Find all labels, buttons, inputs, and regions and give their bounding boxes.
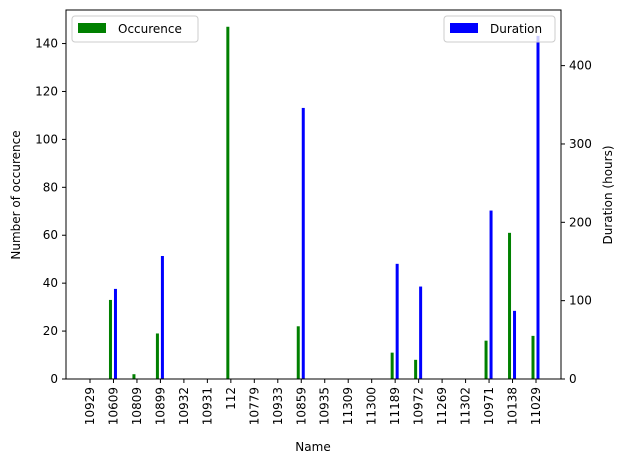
x-tick-label: 10609 (106, 387, 120, 425)
x-tick-label: 11029 (529, 387, 543, 425)
bar-duration-10138 (513, 310, 517, 379)
legend-duration: Duration (443, 15, 556, 43)
y-ticks-right: 0 100 200 300 400 (561, 59, 592, 386)
x-tick-label: 11300 (365, 387, 379, 425)
bar-occurence-10971 (484, 340, 488, 379)
bar-occurence-10609 (108, 299, 112, 379)
y-left-tick-label: 40 (43, 276, 58, 290)
bar-occurence-10809 (132, 374, 136, 379)
y-left-tick-label: 100 (35, 132, 58, 146)
y-right-tick-label: 100 (569, 294, 592, 308)
bars-layer (108, 26, 540, 380)
bar-occurence-10899 (155, 333, 159, 379)
bar-duration-10899 (160, 256, 164, 379)
bar-duration-10971 (489, 210, 493, 379)
bar-occurence-10972 (414, 359, 418, 379)
legend-occurence-frame (71, 15, 199, 43)
x-axis-label: Name (295, 440, 330, 454)
legend-occurence: Occurence (71, 15, 199, 43)
y-left-tick-label: 20 (43, 324, 58, 338)
bar-duration-11189 (395, 263, 399, 379)
x-tick-label: 10779 (247, 387, 261, 425)
bar-duration-10609 (113, 288, 117, 379)
legend-occurence-label: Occurence (118, 22, 182, 36)
x-tick-label: 10931 (200, 387, 214, 425)
bar-occurence-10859 (296, 326, 300, 379)
x-tick-label: 10138 (506, 387, 520, 425)
y-ticks-left: 0 20 40 60 80 100 120 140 (35, 37, 66, 386)
y-left-tick-label: 0 (50, 372, 58, 386)
y-right-tick-label: 400 (569, 59, 592, 73)
y-axis-label-right: Duration (hours) (601, 145, 615, 244)
bar-duration-11029 (536, 35, 540, 379)
x-tick-label: 11309 (341, 387, 355, 425)
x-tick-label: 11189 (388, 387, 402, 425)
axes-layer (65, 9, 562, 380)
bar-occurence-11029 (531, 335, 535, 379)
y-left-tick-label: 80 (43, 180, 58, 194)
legend-occurence-swatch (78, 23, 106, 33)
plot-frame (65, 9, 562, 380)
x-tick-label: 112 (224, 387, 238, 410)
x-tick-label: 10933 (271, 387, 285, 425)
x-tick-label: 10929 (83, 387, 97, 425)
x-tick-label: 11269 (435, 387, 449, 425)
bar-occurence-112 (226, 26, 230, 380)
x-ticks: 10929 10609 10809 10899 10932 10931 112 10779 10… (83, 379, 543, 425)
bar-duration-10859 (301, 107, 305, 380)
y-right-tick-label: 0 (569, 372, 577, 386)
y-left-tick-label: 120 (35, 84, 58, 98)
bar-occurence-11189 (390, 352, 394, 379)
y-right-tick-label: 200 (569, 215, 592, 229)
legend-duration-frame (443, 15, 556, 43)
y-left-tick-label: 140 (35, 37, 58, 51)
y-left-tick-label: 60 (43, 228, 58, 242)
bar-duration-10972 (419, 286, 423, 379)
y-axis-label-left: Number of occurence (9, 130, 23, 259)
x-tick-label: 10935 (318, 387, 332, 425)
x-tick-label: 10809 (130, 387, 144, 425)
x-tick-label: 11302 (459, 387, 473, 425)
x-tick-label: 10859 (294, 387, 308, 425)
legend-duration-label: Duration (490, 22, 542, 36)
x-tick-label: 10932 (177, 387, 191, 425)
y-right-tick-label: 300 (569, 137, 592, 151)
legend-duration-swatch (450, 23, 478, 33)
x-tick-label: 10972 (412, 387, 426, 425)
x-tick-label: 10899 (153, 387, 167, 425)
bar-occurence-10138 (508, 232, 512, 379)
x-tick-label: 10971 (482, 387, 496, 425)
